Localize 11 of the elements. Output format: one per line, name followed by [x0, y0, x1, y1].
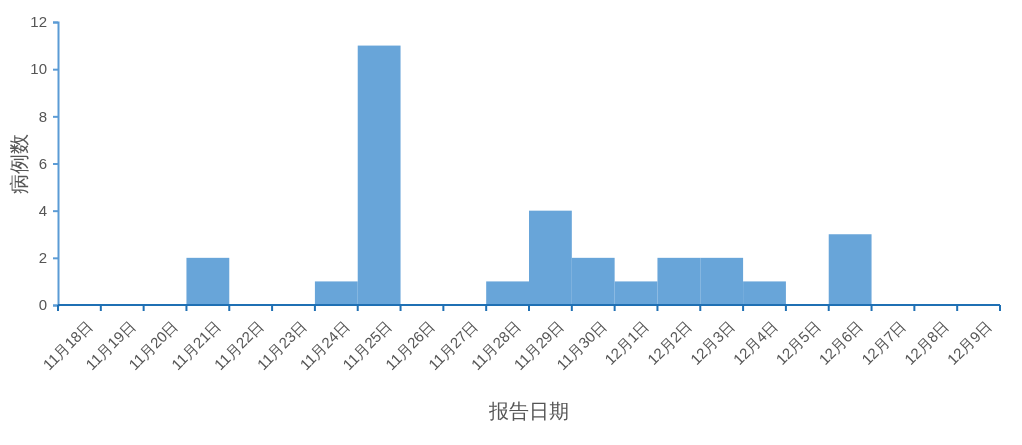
y-tick-label: 2 [38, 249, 47, 267]
bar [828, 234, 872, 305]
y-axis-title: 病例数 [8, 133, 30, 194]
bar [186, 257, 230, 305]
y-tick-label: 8 [38, 107, 47, 125]
y-tick-label: 4 [38, 201, 47, 219]
y-tick-label: 0 [38, 296, 47, 314]
y-tick-label: 12 [30, 13, 47, 31]
y-tick-label: 10 [30, 60, 47, 78]
y-tick-label: 6 [38, 154, 47, 172]
x-axis-title: 报告日期 [488, 400, 569, 422]
